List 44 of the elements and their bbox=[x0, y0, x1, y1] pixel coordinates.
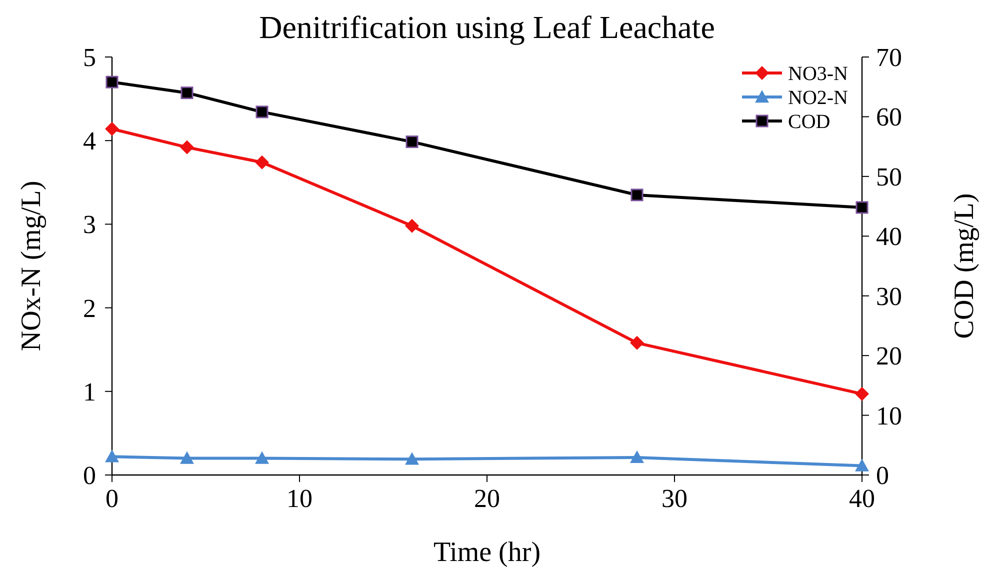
x-axis-title: Time (hr) bbox=[433, 537, 541, 568]
point bbox=[630, 336, 644, 350]
y-tick-label: 5 bbox=[83, 43, 96, 72]
x-tick-label: 40 bbox=[849, 484, 875, 513]
legend-label: NO2-N bbox=[788, 87, 848, 109]
point bbox=[405, 452, 419, 465]
point bbox=[256, 106, 268, 118]
chart-title: Denitrification using Leaf Leachate bbox=[259, 9, 715, 45]
y2-tick-label: 50 bbox=[876, 162, 902, 192]
y-tick-label: 3 bbox=[83, 210, 96, 240]
y2-tick-label: 0 bbox=[876, 461, 889, 490]
y2-tick-label: 60 bbox=[876, 102, 902, 132]
y-tick-label: 4 bbox=[83, 126, 96, 156]
point bbox=[105, 450, 119, 462]
y2-tick-label: 10 bbox=[876, 401, 902, 430]
y2-tick-label: 30 bbox=[876, 282, 902, 311]
x-tick-label: 30 bbox=[662, 484, 688, 513]
legend-label: NO3-N bbox=[788, 63, 848, 85]
point bbox=[180, 140, 194, 154]
point bbox=[405, 218, 419, 233]
y2-tick-label: 70 bbox=[876, 43, 902, 72]
point bbox=[855, 386, 869, 401]
point bbox=[180, 451, 194, 464]
y-tick-label: 2 bbox=[83, 294, 96, 323]
point bbox=[630, 188, 644, 202]
y2-tick-label: 20 bbox=[876, 342, 902, 371]
x-tick-label: 0 bbox=[106, 484, 118, 513]
point bbox=[105, 122, 119, 136]
point bbox=[855, 458, 869, 472]
point bbox=[856, 201, 868, 214]
point bbox=[406, 136, 418, 148]
x-tick-label: 20 bbox=[474, 484, 500, 513]
point bbox=[255, 155, 269, 170]
point bbox=[255, 451, 269, 464]
point bbox=[180, 86, 194, 100]
point bbox=[106, 76, 118, 88]
x-tick-label: 10 bbox=[286, 484, 312, 513]
y2-tick-label: 40 bbox=[876, 222, 902, 252]
legend-label: COD bbox=[788, 111, 830, 133]
y-axis-title: NOx-N (mg/L) bbox=[16, 180, 47, 352]
y-tick-label: 1 bbox=[83, 377, 96, 406]
y-tick-label: 0 bbox=[83, 461, 96, 490]
y2-axis-title: COD (mg/L) bbox=[949, 193, 980, 339]
point bbox=[630, 450, 644, 464]
